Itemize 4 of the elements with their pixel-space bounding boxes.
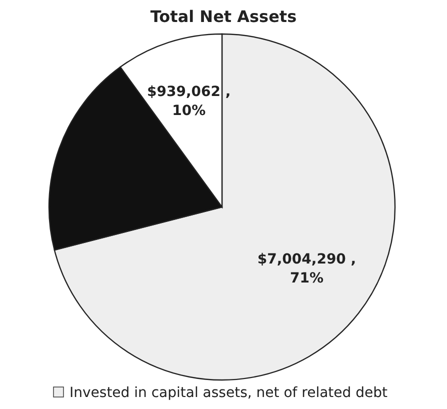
data-label: $939,062 , 10% <box>147 84 231 119</box>
chart-title: Total Net Assets <box>150 7 297 26</box>
data-label: $7,004,290 , 71% <box>257 252 356 287</box>
legend-label: Invested in capital assets, net of related debt <box>70 385 388 401</box>
